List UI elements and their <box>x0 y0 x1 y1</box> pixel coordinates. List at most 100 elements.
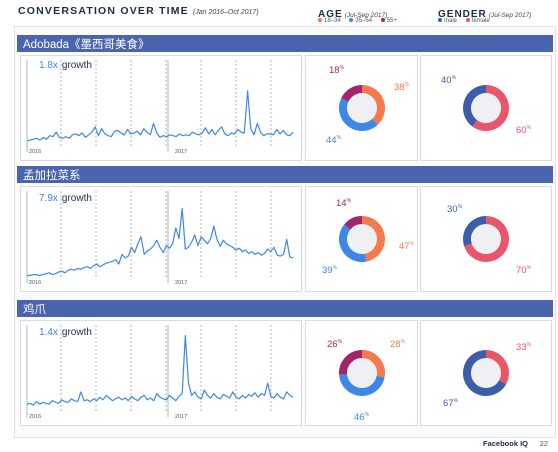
growth-label-adobada: 1.8x growth <box>39 60 92 71</box>
page-title: CONVERSATION OVER TIME (Jan 2016–Oct 2017… <box>18 5 259 17</box>
donut-hole <box>471 224 501 254</box>
x-tick-label: 2017 <box>175 280 188 286</box>
legend-label: female <box>471 18 490 24</box>
gender-header-subtitle: (Jul-Sep 2017) <box>488 12 532 19</box>
page-number: 22 <box>539 439 548 448</box>
donut-slice-18-34 <box>361 85 385 125</box>
x-tick-label: 2016 <box>29 149 42 155</box>
growth-label-bengali: 7.9x growth <box>39 193 92 204</box>
legend-item-age-35-54: 35–54 <box>349 18 372 24</box>
pct-age-18-34: 38% <box>394 82 410 93</box>
pct-male: 30% <box>447 204 463 215</box>
gender-panel-bengali: 30% 70% <box>420 186 552 292</box>
gender-panel-chicken-feet: 33% 67% <box>420 320 552 426</box>
donut-slice-35-54 <box>339 373 385 396</box>
donut-slice-male <box>463 216 487 247</box>
pct-value: 44 <box>326 135 337 146</box>
legend-swatch-age-35-54 <box>349 18 354 23</box>
age-header-title: AGE <box>318 9 343 20</box>
donut-hole <box>347 224 377 254</box>
donut-slice-55- <box>339 350 363 375</box>
line-chart-adobada <box>26 60 294 152</box>
growth-multiplier: 7.9x <box>39 193 58 204</box>
section-title-adobada: Adobada《墨西哥美食》 <box>23 39 150 51</box>
legend-item-age-55-plus: 55+ <box>380 18 397 24</box>
legend-item-male: male <box>438 18 457 24</box>
gender-panel-adobada: 40% 60% <box>420 55 552 161</box>
donut-slice-female <box>485 350 509 385</box>
donut-hole <box>471 358 501 388</box>
legend-swatch-age-18-34 <box>318 18 322 23</box>
donut-slice-35-54 <box>339 224 367 262</box>
growth-word: growth <box>61 60 92 71</box>
donut-slice-female <box>464 216 509 262</box>
age-header-subtitle: (Jul-Sep 2017) <box>344 12 388 19</box>
donut-hole <box>347 93 377 123</box>
x-tick-label: 2016 <box>29 280 42 286</box>
pct-female: 33% <box>516 342 532 353</box>
donut-slice-35-54 <box>339 98 378 131</box>
growth-word: growth <box>61 193 92 204</box>
pct-age-35-54: 39% <box>322 265 338 276</box>
donut-slice-female <box>472 85 509 131</box>
legend-label: male <box>444 18 458 24</box>
pct-age-35-54: 44% <box>326 135 342 146</box>
gender-legend: male female <box>438 18 497 24</box>
pct-age-55-plus: 14% <box>336 198 352 209</box>
legend-label: 55+ <box>386 18 397 24</box>
gender-donut-chicken-feet <box>463 350 509 396</box>
line-panel-adobada: 1.8x growth 2016 2017 <box>20 55 302 161</box>
pct-value: 14 <box>336 198 347 209</box>
pct-value: 40 <box>441 75 452 86</box>
legend-label: 35–54 <box>355 18 373 24</box>
pct-age-35-54: 46% <box>354 412 370 423</box>
section-bar-bengali: 孟加拉菜系 <box>17 166 553 183</box>
donut-slice-18-34 <box>361 216 385 262</box>
age-legend: 18–34 35–54 55+ <box>318 18 404 24</box>
line-panel-chicken-feet: 1.4x growth 2016 2017 <box>20 320 302 426</box>
series-line <box>27 208 294 277</box>
line-chart-chicken-feet <box>26 325 294 417</box>
section-title-bengali: 孟加拉菜系 <box>23 170 81 182</box>
pct-value: 33 <box>516 342 527 353</box>
gender-donut-bengali <box>463 216 509 262</box>
pct-age-55-plus: 26% <box>327 339 343 350</box>
pct-value: 30 <box>447 204 458 215</box>
pct-age-18-34: 28% <box>390 339 406 350</box>
gender-donut-adobada <box>463 85 509 131</box>
pct-value: 18 <box>329 65 340 76</box>
age-panel-bengali: 14% 47% 39% <box>305 186 418 292</box>
x-tick-label: 2017 <box>175 149 188 155</box>
pct-value: 28 <box>390 339 401 350</box>
legend-item-age-18-34: 18–34 <box>318 18 341 24</box>
age-panel-adobada: 18% 38% 44% <box>305 55 418 161</box>
pct-value: 67 <box>443 398 454 409</box>
page-title-text: CONVERSATION OVER TIME <box>18 5 189 17</box>
pct-value: 46 <box>354 412 365 423</box>
age-donut-adobada <box>339 85 385 131</box>
legend-label: 18–34 <box>324 18 341 24</box>
section-title-chicken-feet: 鸡爪 <box>23 304 46 316</box>
pct-female: 70% <box>516 265 532 276</box>
legend-item-female: female <box>465 18 490 24</box>
page-subtitle: (Jan 2016–Oct 2017) <box>192 9 259 16</box>
line-panel-bengali: 7.9x growth 2016 2017 <box>20 186 302 292</box>
donut-slice-male <box>463 85 487 127</box>
pct-value: 38 <box>394 82 405 93</box>
pct-female: 60% <box>516 125 532 136</box>
section-bar-chicken-feet: 鸡爪 <box>17 300 553 317</box>
gender-header: GENDER (Jul-Sep 2017) <box>438 4 531 22</box>
footer-brand: Facebook IQ <box>482 439 528 448</box>
legend-swatch-female <box>465 18 470 23</box>
series-line <box>26 335 294 406</box>
pct-male: 40% <box>441 75 457 86</box>
donut-hole <box>347 358 377 388</box>
section-bar-adobada: Adobada《墨西哥美食》 <box>17 35 553 52</box>
pct-value: 70 <box>516 265 527 276</box>
pct-age-55-plus: 18% <box>329 65 345 76</box>
donut-hole <box>471 93 501 123</box>
growth-label-chicken-feet: 1.4x growth <box>39 327 92 338</box>
donut-slice-18-34 <box>361 350 385 378</box>
age-donut-chicken-feet <box>339 350 385 396</box>
x-tick-label: 2016 <box>29 414 42 420</box>
